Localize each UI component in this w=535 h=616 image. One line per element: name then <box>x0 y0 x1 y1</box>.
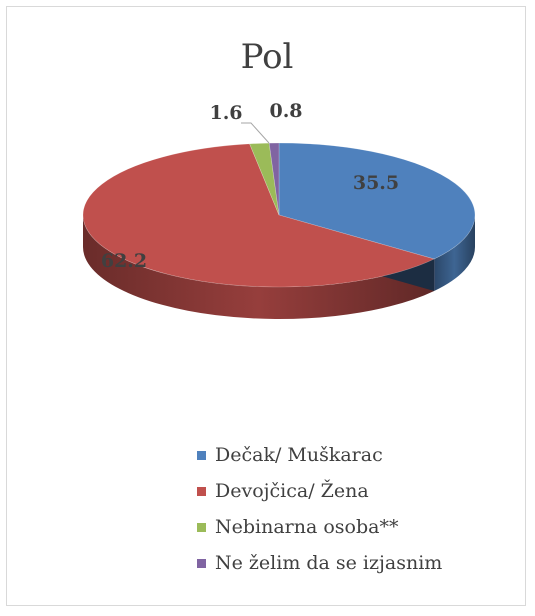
legend-swatch <box>197 486 206 496</box>
data-label-2: 1.6 <box>209 102 242 124</box>
pie-slice-2 <box>249 142 280 216</box>
legend-label: Devojčica/ Žena <box>215 480 369 502</box>
pie-side-0 <box>434 215 476 292</box>
legend-item: Nebinarna osoba** <box>197 516 442 538</box>
legend-swatch <box>197 522 206 532</box>
data-label-1: 62.2 <box>101 250 147 272</box>
data-label-3: 0.8 <box>269 100 302 122</box>
chart-title: Pol <box>240 37 294 77</box>
pie-slice-1 <box>82 143 435 288</box>
legend-item: Dečak/ Muškarac <box>197 444 442 466</box>
chart-legend: Dečak/ Muškarac Devojčica/ Žena Nebinarn… <box>197 444 443 589</box>
pie-slice-3 <box>268 142 280 216</box>
legend-item: Devojčica/ Žena <box>197 480 442 502</box>
pie-slice-0 <box>278 142 476 260</box>
legend-label: Dečak/ Muškarac <box>215 444 383 466</box>
legend-item: Ne želim da se izjasnim <box>197 552 443 574</box>
data-label-0: 35.5 <box>353 172 399 194</box>
legend-label: Ne želim da se izjasnim <box>215 552 443 574</box>
legend-label: Nebinarna osoba** <box>215 516 399 538</box>
pie-side-1 <box>83 215 435 319</box>
legend-swatch <box>197 558 206 568</box>
legend-swatch <box>197 450 206 460</box>
pie-chart: 35.5 62.2 1.6 0.8 <box>82 100 476 319</box>
chart-frame: Pol 35.5 62.2 1.6 0.8 Dečak/ Muškarac Devoj… <box>6 6 526 606</box>
leader-line <box>241 122 270 144</box>
